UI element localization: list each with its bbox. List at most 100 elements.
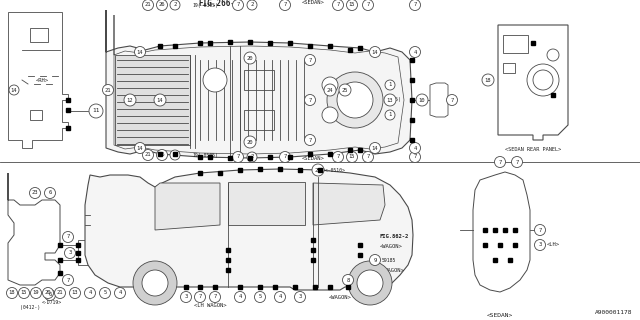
Bar <box>30 110 42 120</box>
Text: 18: 18 <box>484 77 492 83</box>
Text: 6: 6 <box>49 292 52 298</box>
Text: 7: 7 <box>308 58 312 62</box>
Text: <SEDAN>: <SEDAN> <box>302 156 324 161</box>
Text: 20: 20 <box>247 140 253 145</box>
Circle shape <box>280 0 291 11</box>
Text: 11: 11 <box>92 108 100 114</box>
Text: 7: 7 <box>337 3 340 7</box>
Circle shape <box>333 151 344 163</box>
Text: <WAGON>: <WAGON> <box>380 244 403 250</box>
Circle shape <box>115 287 125 299</box>
Circle shape <box>99 287 111 299</box>
Text: 4: 4 <box>278 294 282 300</box>
Polygon shape <box>8 12 68 148</box>
Circle shape <box>244 136 256 148</box>
Circle shape <box>89 104 103 118</box>
Circle shape <box>45 290 56 300</box>
Text: <LH>: <LH> <box>547 243 560 247</box>
Circle shape <box>170 150 180 160</box>
Circle shape <box>322 77 338 93</box>
Circle shape <box>369 142 381 154</box>
Circle shape <box>416 94 428 106</box>
Circle shape <box>362 0 374 11</box>
Text: 21: 21 <box>57 291 63 295</box>
Text: 25: 25 <box>342 87 348 92</box>
Bar <box>115 55 190 145</box>
Circle shape <box>157 149 168 161</box>
Circle shape <box>348 261 392 305</box>
Circle shape <box>29 188 40 198</box>
Circle shape <box>547 49 559 61</box>
Text: 7: 7 <box>236 155 239 159</box>
Bar <box>503 63 515 73</box>
Circle shape <box>134 46 145 58</box>
Text: 1: 1 <box>388 83 392 87</box>
Circle shape <box>533 70 553 90</box>
Circle shape <box>143 0 154 11</box>
Text: 1: 1 <box>388 113 392 117</box>
Circle shape <box>369 254 381 266</box>
Text: 59185: 59185 <box>382 258 396 262</box>
Circle shape <box>534 239 545 251</box>
Circle shape <box>70 287 81 299</box>
Circle shape <box>247 152 257 162</box>
Text: 2: 2 <box>250 155 253 159</box>
Circle shape <box>63 275 74 285</box>
Text: FIG.266-2: FIG.266-2 <box>198 0 240 7</box>
Circle shape <box>247 0 257 10</box>
Text: <WAGON>: <WAGON> <box>382 268 404 273</box>
Text: 2: 2 <box>250 3 253 7</box>
Text: 29<-0510>: 29<-0510> <box>320 167 346 172</box>
Text: 29: 29 <box>315 167 321 172</box>
Text: <RH>: <RH> <box>35 77 49 83</box>
Circle shape <box>54 287 65 299</box>
Text: 4: 4 <box>413 146 417 150</box>
Text: 7: 7 <box>366 3 370 7</box>
Circle shape <box>324 84 336 96</box>
Circle shape <box>232 151 243 163</box>
Circle shape <box>362 151 374 163</box>
Circle shape <box>385 80 395 90</box>
Text: <SEDAN>: <SEDAN> <box>302 1 324 5</box>
Text: 18: 18 <box>9 291 15 295</box>
Text: (0412-): (0412-) <box>20 305 40 310</box>
Circle shape <box>232 0 243 11</box>
Text: 7: 7 <box>213 294 216 300</box>
Text: 26: 26 <box>159 153 165 157</box>
Circle shape <box>337 82 373 118</box>
Circle shape <box>339 84 351 96</box>
Circle shape <box>305 134 316 146</box>
Circle shape <box>42 287 54 299</box>
Text: 4: 4 <box>88 291 92 295</box>
Circle shape <box>346 151 358 163</box>
Text: A900001178: A900001178 <box>595 310 632 315</box>
Text: 2: 2 <box>173 153 177 157</box>
Text: <SEDAN REAR PANEL>: <SEDAN REAR PANEL> <box>505 147 561 152</box>
Text: 15: 15 <box>20 291 28 295</box>
Text: 7: 7 <box>67 277 70 283</box>
Circle shape <box>305 54 316 66</box>
Text: 23: 23 <box>32 190 38 196</box>
Polygon shape <box>430 83 448 117</box>
Text: 4: 4 <box>238 294 242 300</box>
Text: 7: 7 <box>366 155 370 159</box>
Text: 4: 4 <box>413 50 417 54</box>
Polygon shape <box>473 172 530 292</box>
Text: 7: 7 <box>337 155 340 159</box>
Circle shape <box>203 68 227 92</box>
Text: 15: 15 <box>349 3 355 7</box>
Circle shape <box>322 107 338 123</box>
Circle shape <box>294 292 305 302</box>
Text: <SEDAN>: <SEDAN> <box>487 313 513 318</box>
Text: 5: 5 <box>104 291 107 295</box>
Circle shape <box>180 292 191 302</box>
Polygon shape <box>106 10 412 158</box>
Circle shape <box>19 287 29 299</box>
Text: 14: 14 <box>372 50 378 54</box>
Text: 3: 3 <box>184 294 188 300</box>
Circle shape <box>357 270 383 296</box>
Text: 26: 26 <box>159 3 165 7</box>
Text: 19(-0305): 19(-0305) <box>192 4 218 9</box>
Text: 20: 20 <box>247 55 253 60</box>
Polygon shape <box>85 169 413 290</box>
